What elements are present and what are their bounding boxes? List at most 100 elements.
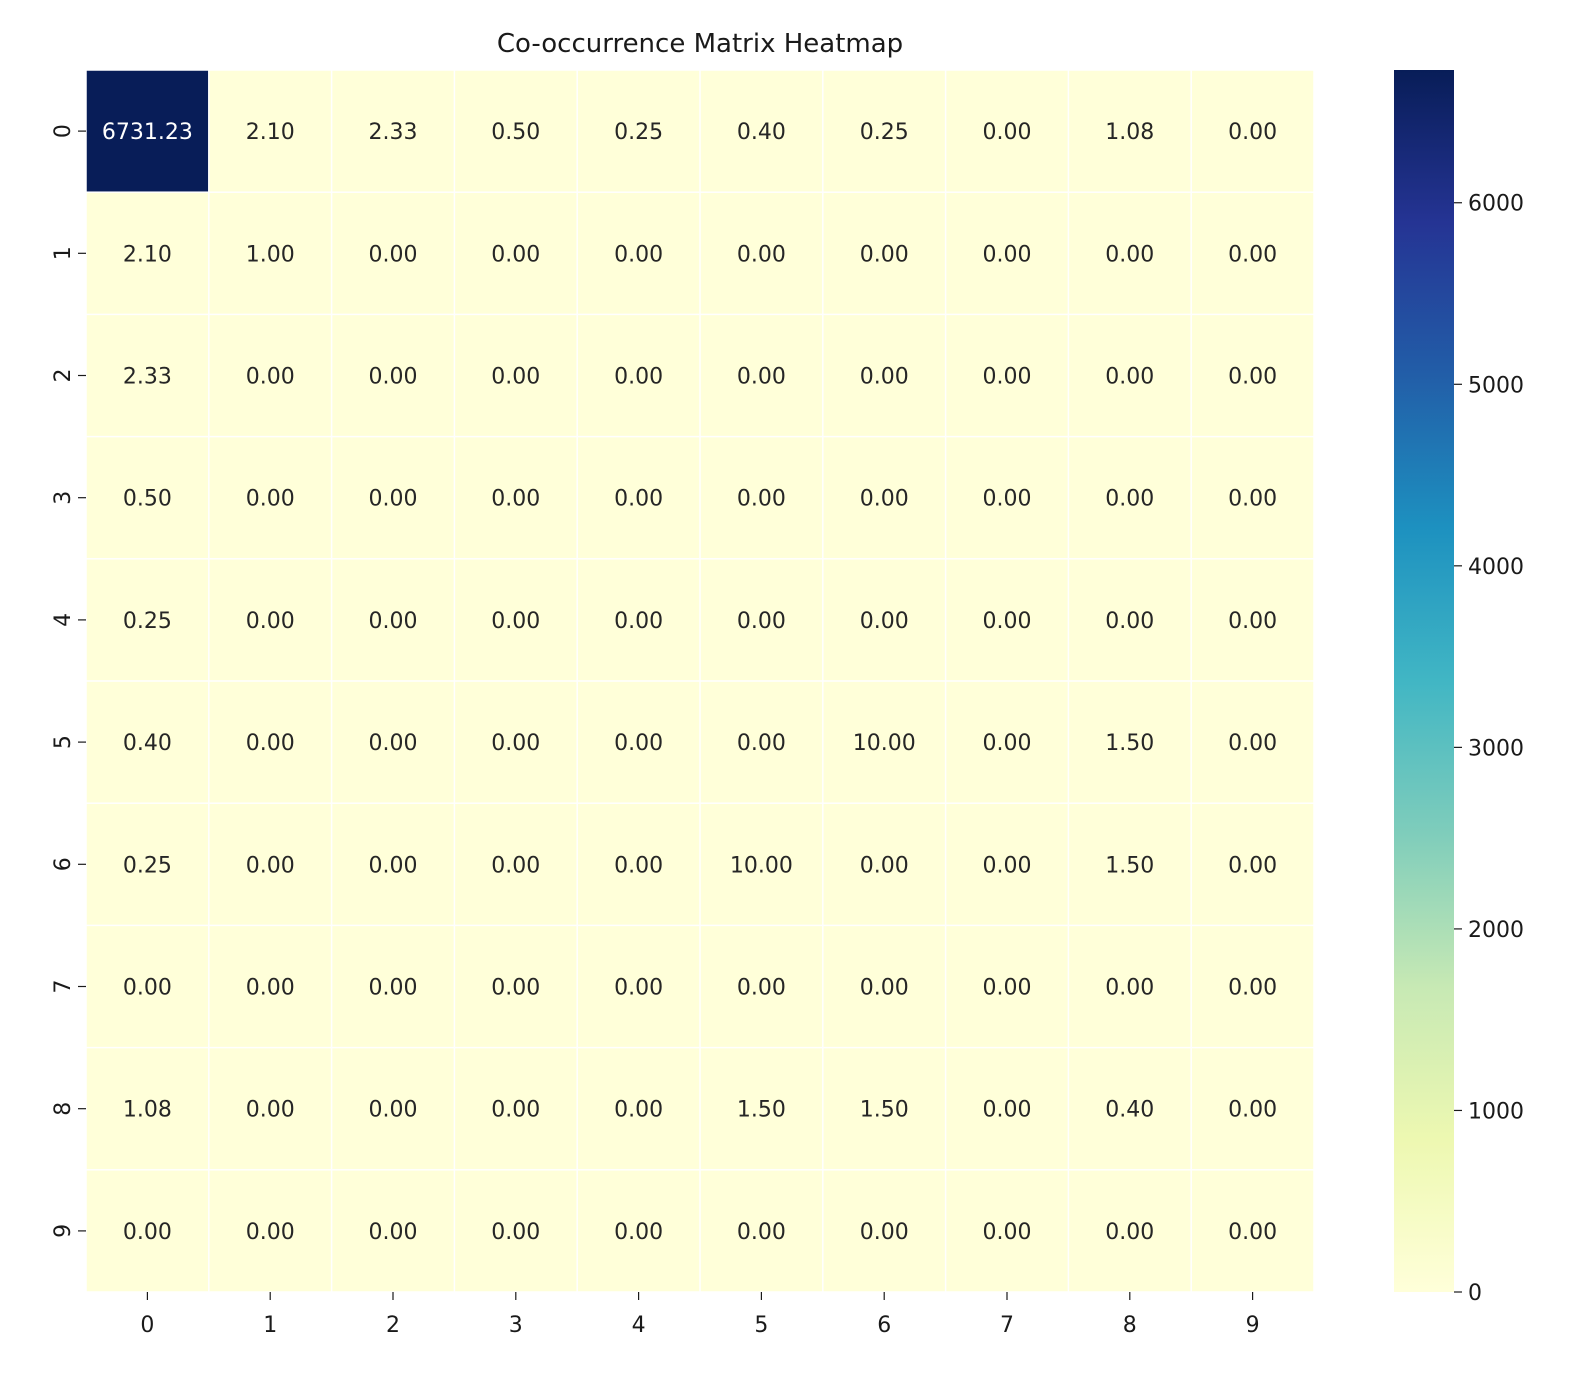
cell-value-label-r7-c1: 0.00	[246, 976, 295, 1001]
cell-value-label-r7-c0: 0.00	[123, 976, 172, 1001]
heatmap-cell-r9-c5	[700, 1170, 823, 1292]
cell-value-label-r6-c3: 0.00	[491, 853, 540, 878]
y-tick-label-5: 5	[51, 735, 76, 749]
heatmap-cell-r6-c4	[577, 803, 700, 925]
cell-value-label-r2-c1: 0.00	[246, 365, 295, 390]
colorbar-tick-label-4000: 4000	[1468, 555, 1524, 580]
cell-value-label-r4-c2: 0.00	[369, 609, 418, 634]
heatmap-cell-r2-c5	[700, 315, 823, 436]
cell-value-label-r4-c9: 0.00	[1228, 609, 1277, 634]
heatmap-cell-r7-c1	[209, 926, 331, 1047]
heatmap-cell-r7-c5	[700, 926, 823, 1047]
cell-value-label-r9-c0: 0.00	[123, 1220, 172, 1245]
heatmap-cell-r3-c4	[577, 437, 700, 559]
heatmap-cell-r6-c2	[332, 803, 454, 925]
cell-value-label-r8-c6: 1.50	[860, 1098, 909, 1123]
x-tick-label-6: 6	[877, 1313, 891, 1338]
heatmap-cell-r0-c3	[455, 70, 577, 192]
cell-value-label-r1-c6: 0.00	[860, 242, 909, 267]
cell-value-label-r2-c3: 0.00	[491, 365, 540, 390]
y-tick-label-7: 7	[51, 980, 76, 994]
cell-value-label-r2-c7: 0.00	[983, 365, 1032, 390]
heatmap-cell-r0-c4	[577, 70, 700, 192]
heatmap-cells	[86, 70, 1314, 1292]
heatmap-cell-r3-c7	[946, 437, 1068, 559]
cell-value-label-r8-c1: 0.00	[246, 1098, 295, 1123]
heatmap-cell-r2-c3	[455, 315, 577, 436]
y-tick-label-4: 4	[51, 613, 76, 627]
cell-value-label-r4-c4: 0.00	[614, 609, 663, 634]
y-tick-label-6: 6	[51, 857, 76, 871]
cell-value-label-r2-c8: 0.00	[1105, 365, 1154, 390]
cell-value-label-r0-c3: 0.50	[491, 120, 540, 145]
cell-value-label-r9-c6: 0.00	[860, 1220, 909, 1245]
heatmap-cell-r2-c4	[577, 315, 700, 436]
heatmap-cell-r3-c8	[1069, 437, 1191, 559]
cell-value-label-r3-c8: 0.00	[1105, 487, 1154, 512]
heatmap-cell-r5-c5	[700, 681, 823, 803]
heatmap-cell-r7-c0	[86, 926, 209, 1047]
heatmap-cell-r6-c8	[1069, 803, 1191, 925]
cell-value-label-r7-c9: 0.00	[1228, 976, 1277, 1001]
cell-value-label-r8-c7: 0.00	[983, 1098, 1032, 1123]
cell-value-label-r7-c6: 0.00	[860, 976, 909, 1001]
heatmap-cell-r8-c5	[700, 1048, 823, 1170]
cell-value-label-r0-c7: 0.00	[983, 120, 1032, 145]
cell-value-label-r2-c9: 0.00	[1228, 365, 1277, 390]
cell-value-label-r1-c5: 0.00	[737, 242, 786, 267]
heatmap-cell-r9-c3	[455, 1170, 577, 1292]
heatmap-cell-r7-c4	[577, 926, 700, 1047]
heatmap-cell-r1-c5	[700, 192, 823, 314]
cell-value-label-r6-c5: 10.00	[730, 853, 793, 878]
heatmap-cell-r5-c1	[209, 681, 331, 803]
x-tick-label-3: 3	[509, 1313, 523, 1338]
cell-value-label-r1-c9: 0.00	[1228, 242, 1277, 267]
cell-value-label-r8-c4: 0.00	[614, 1098, 663, 1123]
heatmap-cell-r6-c3	[455, 803, 577, 925]
heatmap-cell-r4-c1	[209, 559, 331, 681]
heatmap-cell-r6-c6	[823, 803, 945, 925]
cell-value-label-r6-c0: 0.25	[123, 853, 172, 878]
heatmap-cell-r3-c6	[823, 437, 945, 559]
colorbar-tick-label-6000: 6000	[1468, 192, 1524, 217]
cell-value-label-r9-c2: 0.00	[369, 1220, 418, 1245]
heatmap-cell-r1-c3	[455, 192, 577, 314]
cell-value-label-r3-c4: 0.00	[614, 487, 663, 512]
x-tick-label-4: 4	[632, 1313, 646, 1338]
cell-value-label-r5-c5: 0.00	[737, 731, 786, 756]
heatmap-cell-r4-c5	[700, 559, 823, 681]
heatmap-cell-r9-c1	[209, 1170, 331, 1292]
heatmap-cell-r9-c4	[577, 1170, 700, 1292]
heatmap-cell-r7-c7	[946, 926, 1068, 1047]
cell-value-label-r8-c9: 0.00	[1228, 1098, 1277, 1123]
cell-value-label-r6-c6: 0.00	[860, 853, 909, 878]
y-tick-label-0: 0	[51, 124, 76, 138]
colorbar-gradient-bar	[1394, 70, 1454, 1292]
colorbar-tick-label-0: 0	[1468, 1281, 1482, 1306]
cell-value-label-r5-c3: 0.00	[491, 731, 540, 756]
cell-value-label-r9-c1: 0.00	[246, 1220, 295, 1245]
heatmap-cell-r3-c0	[86, 437, 209, 559]
x-tick-label-2: 2	[386, 1313, 400, 1338]
heatmap-cell-r3-c1	[209, 437, 331, 559]
heatmap-cell-r6-c9	[1191, 803, 1314, 925]
heatmap-cell-r0-c6	[823, 70, 945, 192]
cell-value-label-r3-c7: 0.00	[983, 487, 1032, 512]
cell-value-label-r5-c2: 0.00	[369, 731, 418, 756]
heatmap-cell-r1-c6	[823, 192, 945, 314]
heatmap-cell-r6-c7	[946, 803, 1068, 925]
heatmap-cell-r7-c6	[823, 926, 945, 1047]
heatmap-cell-r1-c0	[86, 192, 209, 314]
cell-value-label-r1-c2: 0.00	[369, 242, 418, 267]
heatmap-cell-r4-c6	[823, 559, 945, 681]
cell-value-label-r4-c0: 0.25	[123, 609, 172, 634]
cell-value-label-r4-c1: 0.00	[246, 609, 295, 634]
cell-value-label-r4-c5: 0.00	[737, 609, 786, 634]
heatmap-cell-r6-c5	[700, 803, 823, 925]
cell-value-label-r5-c6: 10.00	[853, 731, 916, 756]
y-tick-label-3: 3	[51, 491, 76, 505]
cell-value-label-r2-c6: 0.00	[860, 365, 909, 390]
cell-value-label-r1-c4: 0.00	[614, 242, 663, 267]
cell-value-label-r5-c0: 0.40	[123, 731, 172, 756]
cell-value-label-r8-c8: 0.40	[1105, 1098, 1154, 1123]
